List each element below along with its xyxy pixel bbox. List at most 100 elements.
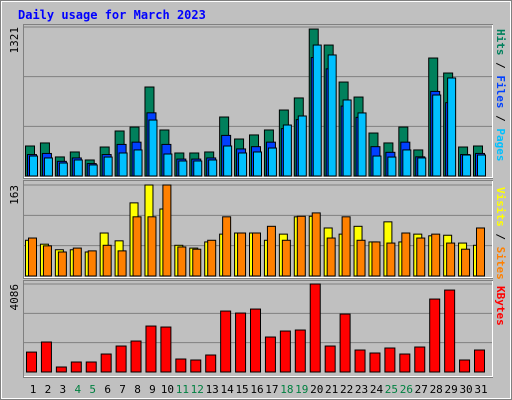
x-tick-label: 4 — [74, 383, 81, 396]
x-tick-label: 6 — [104, 383, 111, 396]
x-tick-label: 1 — [30, 383, 37, 396]
bar — [279, 330, 291, 373]
bar — [399, 353, 411, 373]
bar — [102, 244, 112, 277]
bar — [312, 44, 322, 177]
x-tick-label: 3 — [60, 383, 67, 396]
bar — [461, 248, 471, 277]
bar — [43, 157, 53, 177]
bar — [178, 160, 188, 177]
bar — [147, 216, 157, 277]
bar — [42, 245, 52, 277]
bar — [250, 308, 261, 373]
bar — [309, 283, 321, 373]
bar — [384, 347, 396, 373]
bar — [88, 164, 98, 177]
x-tick-label: 26 — [400, 383, 413, 396]
bar — [447, 77, 457, 177]
bar — [208, 159, 218, 177]
bar — [205, 354, 217, 373]
legend-entry: Hits — [494, 29, 507, 56]
bar — [192, 248, 202, 277]
legend-entry: KBytes — [494, 286, 507, 326]
x-tick-label: 7 — [119, 383, 126, 396]
bar — [369, 352, 381, 373]
bar — [87, 250, 97, 277]
x-tick-label: 12 — [191, 383, 204, 396]
x-tick-label: 28 — [430, 383, 443, 396]
bar — [264, 336, 276, 373]
bar — [132, 216, 142, 277]
x-tick-label: 31 — [474, 383, 487, 396]
bar — [162, 184, 172, 277]
bar — [58, 162, 68, 177]
bar — [160, 326, 172, 373]
x-tick-label: 29 — [445, 383, 458, 396]
bar — [148, 119, 158, 177]
bar — [220, 310, 232, 373]
legend: Hits / Files / Pages — [494, 29, 507, 162]
bar — [252, 232, 261, 277]
bar — [177, 246, 187, 277]
bar — [341, 216, 351, 277]
bar — [282, 124, 292, 177]
bar — [193, 160, 203, 177]
x-tick-label: 13 — [206, 383, 219, 396]
x-tick-label: 9 — [149, 383, 156, 396]
bar — [401, 232, 411, 277]
bar — [70, 361, 82, 373]
x-tick-label: 14 — [221, 383, 235, 396]
bar — [342, 99, 352, 177]
bar — [429, 298, 441, 373]
bar — [73, 159, 83, 177]
y-max-label: 1321 — [8, 27, 21, 54]
bar — [294, 329, 306, 373]
bar — [26, 351, 37, 373]
bar — [386, 242, 396, 277]
x-tick-label: 19 — [295, 383, 308, 396]
legend-entry: Files — [494, 75, 507, 108]
bar — [118, 152, 128, 177]
x-tick-label: 17 — [265, 383, 278, 396]
bar — [297, 115, 307, 177]
legend-separator: / — [494, 227, 507, 247]
x-tick-label: 21 — [325, 383, 338, 396]
x-tick-label: 23 — [355, 383, 368, 396]
bar — [115, 345, 127, 373]
bar — [163, 153, 173, 177]
bar — [267, 147, 277, 177]
bar — [238, 152, 248, 177]
bar — [103, 156, 113, 177]
x-tick-label: 2 — [45, 383, 52, 396]
bar — [446, 242, 456, 277]
bar — [72, 247, 82, 277]
legend-entry: Visits — [494, 187, 507, 227]
bar — [326, 237, 336, 277]
bar — [222, 216, 232, 277]
bar — [29, 155, 38, 177]
bar — [477, 154, 486, 177]
bar — [371, 241, 381, 277]
bar — [431, 233, 441, 277]
bar — [417, 157, 427, 177]
x-tick-label: 10 — [161, 383, 174, 396]
x-tick-label: 24 — [370, 383, 384, 396]
bar — [387, 156, 397, 177]
legend-separator: / — [494, 109, 507, 129]
x-tick-label: 11 — [176, 383, 189, 396]
bar — [327, 54, 337, 177]
y-max-label: 163 — [8, 185, 21, 205]
bar — [462, 154, 472, 177]
bar — [117, 250, 127, 277]
bar — [432, 94, 442, 177]
bar — [28, 237, 37, 277]
bar — [372, 155, 382, 177]
x-tick-label: 22 — [340, 383, 353, 396]
chart-title: Daily usage for March 2023 — [18, 8, 206, 22]
x-tick-label: 15 — [235, 383, 248, 396]
legend: Visits / Sites — [494, 187, 507, 280]
bar — [130, 340, 142, 373]
bar — [357, 112, 367, 177]
bar — [354, 349, 366, 373]
